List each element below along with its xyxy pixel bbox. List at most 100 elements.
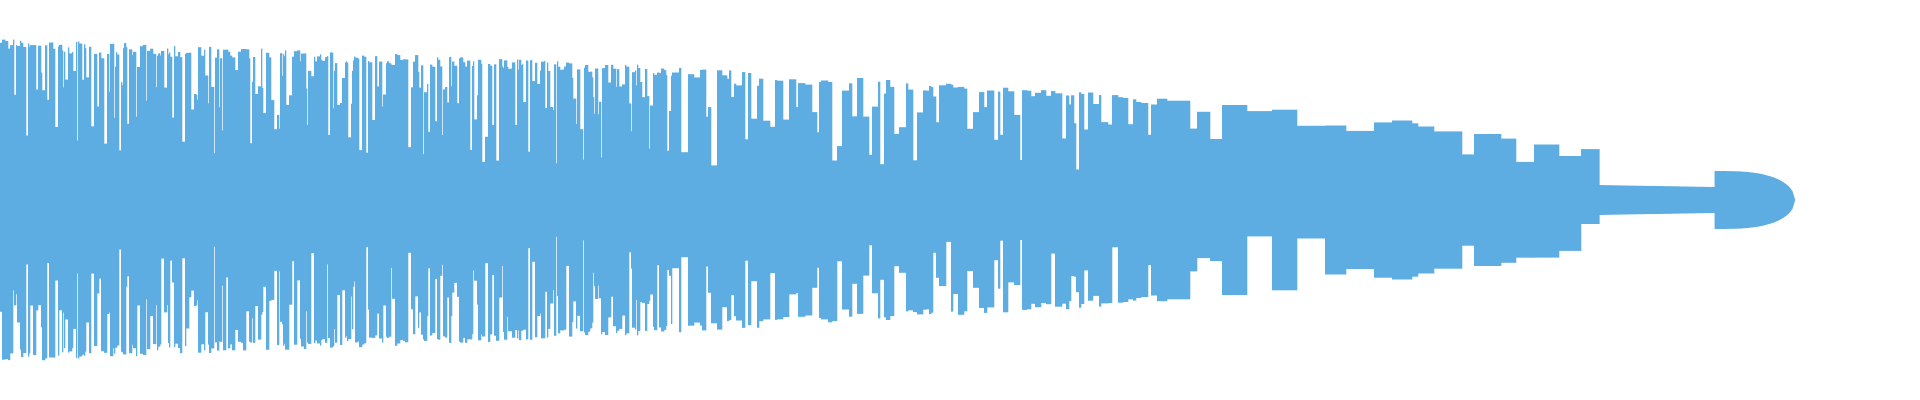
- waveform-bar: [340, 103, 343, 345]
- waveform-bar: [5, 40, 9, 360]
- waveform-bar: [1076, 169, 1080, 293]
- waveform-bar: [488, 64, 491, 342]
- waveform-bar: [169, 52, 171, 348]
- waveform-bar: [729, 70, 732, 321]
- waveform-bar: [748, 73, 752, 326]
- waveform-bar: [583, 159, 585, 241]
- waveform-bar: [1051, 91, 1056, 254]
- waveform-bar: [1392, 120, 1413, 280]
- waveform-bar: [616, 86, 618, 334]
- waveform-bar: [345, 62, 347, 338]
- waveform-bar: [499, 59, 503, 298]
- waveform-bar: [423, 154, 425, 340]
- waveform-bar: [671, 75, 673, 325]
- waveform-bar: [228, 51, 231, 349]
- waveform-bar: [987, 90, 995, 308]
- waveform-bar: [566, 62, 570, 266]
- waveform-bar: [560, 69, 563, 331]
- waveform-bar: [672, 72, 680, 269]
- waveform-bar: [76, 42, 78, 358]
- waveform-bar: [1041, 90, 1047, 303]
- waveform-bar: [880, 164, 885, 280]
- waveform-bar: [104, 143, 108, 353]
- waveform-bar: [708, 107, 712, 293]
- waveform-bar: [507, 66, 509, 317]
- waveform-bar: [449, 57, 451, 343]
- waveform-bar: [1501, 138, 1517, 263]
- waveform-bar: [573, 98, 577, 302]
- waveform-bar: [526, 60, 529, 340]
- waveform-bar: [913, 160, 918, 313]
- waveform-bar: [1079, 92, 1082, 308]
- waveform-bar: [647, 96, 650, 304]
- waveform-bar: [869, 154, 873, 246]
- waveform-bar: [547, 62, 549, 338]
- waveform-bar: [598, 114, 600, 286]
- waveform-bar: [994, 139, 999, 261]
- waveform-bar: [143, 44, 147, 356]
- waveform-bar: [50, 42, 54, 358]
- waveform-bar: [700, 70, 703, 326]
- waveform-bar: [1088, 92, 1094, 301]
- waveform-bar: [759, 78, 764, 322]
- waveform-bar: [311, 76, 315, 254]
- waveform-bar: [445, 87, 448, 338]
- waveform-bar: [1434, 131, 1463, 269]
- waveform-bar: [636, 85, 638, 301]
- waveform-bar: [175, 56, 179, 344]
- waveform-bar: [605, 65, 609, 335]
- waveform-bar: [554, 64, 557, 336]
- waveform-bar: [107, 53, 110, 315]
- waveform-bar: [1418, 126, 1435, 274]
- waveform-bar: [1003, 87, 1009, 313]
- waveform-bar: [47, 99, 50, 263]
- waveform-bar: [1167, 100, 1191, 300]
- waveform-bar: [679, 67, 682, 333]
- waveform-bar: [796, 106, 799, 294]
- waveform-bar: [21, 42, 24, 358]
- waveform-bar: [437, 57, 439, 340]
- waveform-bar: [640, 82, 643, 303]
- waveform-bar: [485, 136, 489, 264]
- waveform-bar: [532, 81, 536, 262]
- waveform-bar: [129, 49, 133, 354]
- waveform-bar: [819, 81, 822, 319]
- waveform-bar: [321, 59, 323, 341]
- waveform-bar: [1133, 99, 1137, 301]
- waveform-bar: [1136, 101, 1142, 299]
- waveform-bar: [2, 39, 6, 360]
- waveform-bar: [72, 52, 74, 348]
- waveform-bar: [622, 84, 626, 316]
- waveform-bar: [307, 125, 309, 343]
- waveform-bar: [1210, 139, 1223, 262]
- waveform-bar: [369, 62, 373, 338]
- waveform-bar: [167, 48, 169, 306]
- waveform-bar: [215, 57, 218, 343]
- waveform-bar: [472, 65, 474, 335]
- waveform-bar: [1157, 98, 1168, 302]
- waveform-bar: [400, 59, 404, 341]
- waveform-bar: [657, 72, 660, 266]
- waveform-bar: [157, 55, 159, 351]
- waveform-bar: [372, 120, 376, 338]
- waveform-bar: [91, 126, 95, 274]
- waveform-bar: [1022, 90, 1028, 310]
- waveform-bar: [382, 106, 384, 343]
- waveform-bar: [348, 137, 352, 340]
- waveform-bar: [777, 80, 784, 320]
- waveform-bar: [86, 77, 90, 323]
- waveform-bar: [36, 89, 39, 311]
- waveform-bar: [1035, 92, 1042, 308]
- waveform-bar: [10, 45, 14, 354]
- waveform-bar: [353, 60, 355, 287]
- waveform-bar: [161, 50, 165, 259]
- waveform-bar: [1412, 123, 1419, 277]
- waveform-bar: [556, 163, 558, 237]
- waveform-bar: [842, 90, 850, 310]
- waveform-bar: [327, 56, 329, 265]
- waveform-bar: [659, 73, 662, 328]
- waveform-bar: [562, 69, 565, 331]
- waveform-bar: [286, 104, 290, 350]
- waveform-bar: [1374, 122, 1393, 278]
- waveform-bar: [277, 114, 280, 346]
